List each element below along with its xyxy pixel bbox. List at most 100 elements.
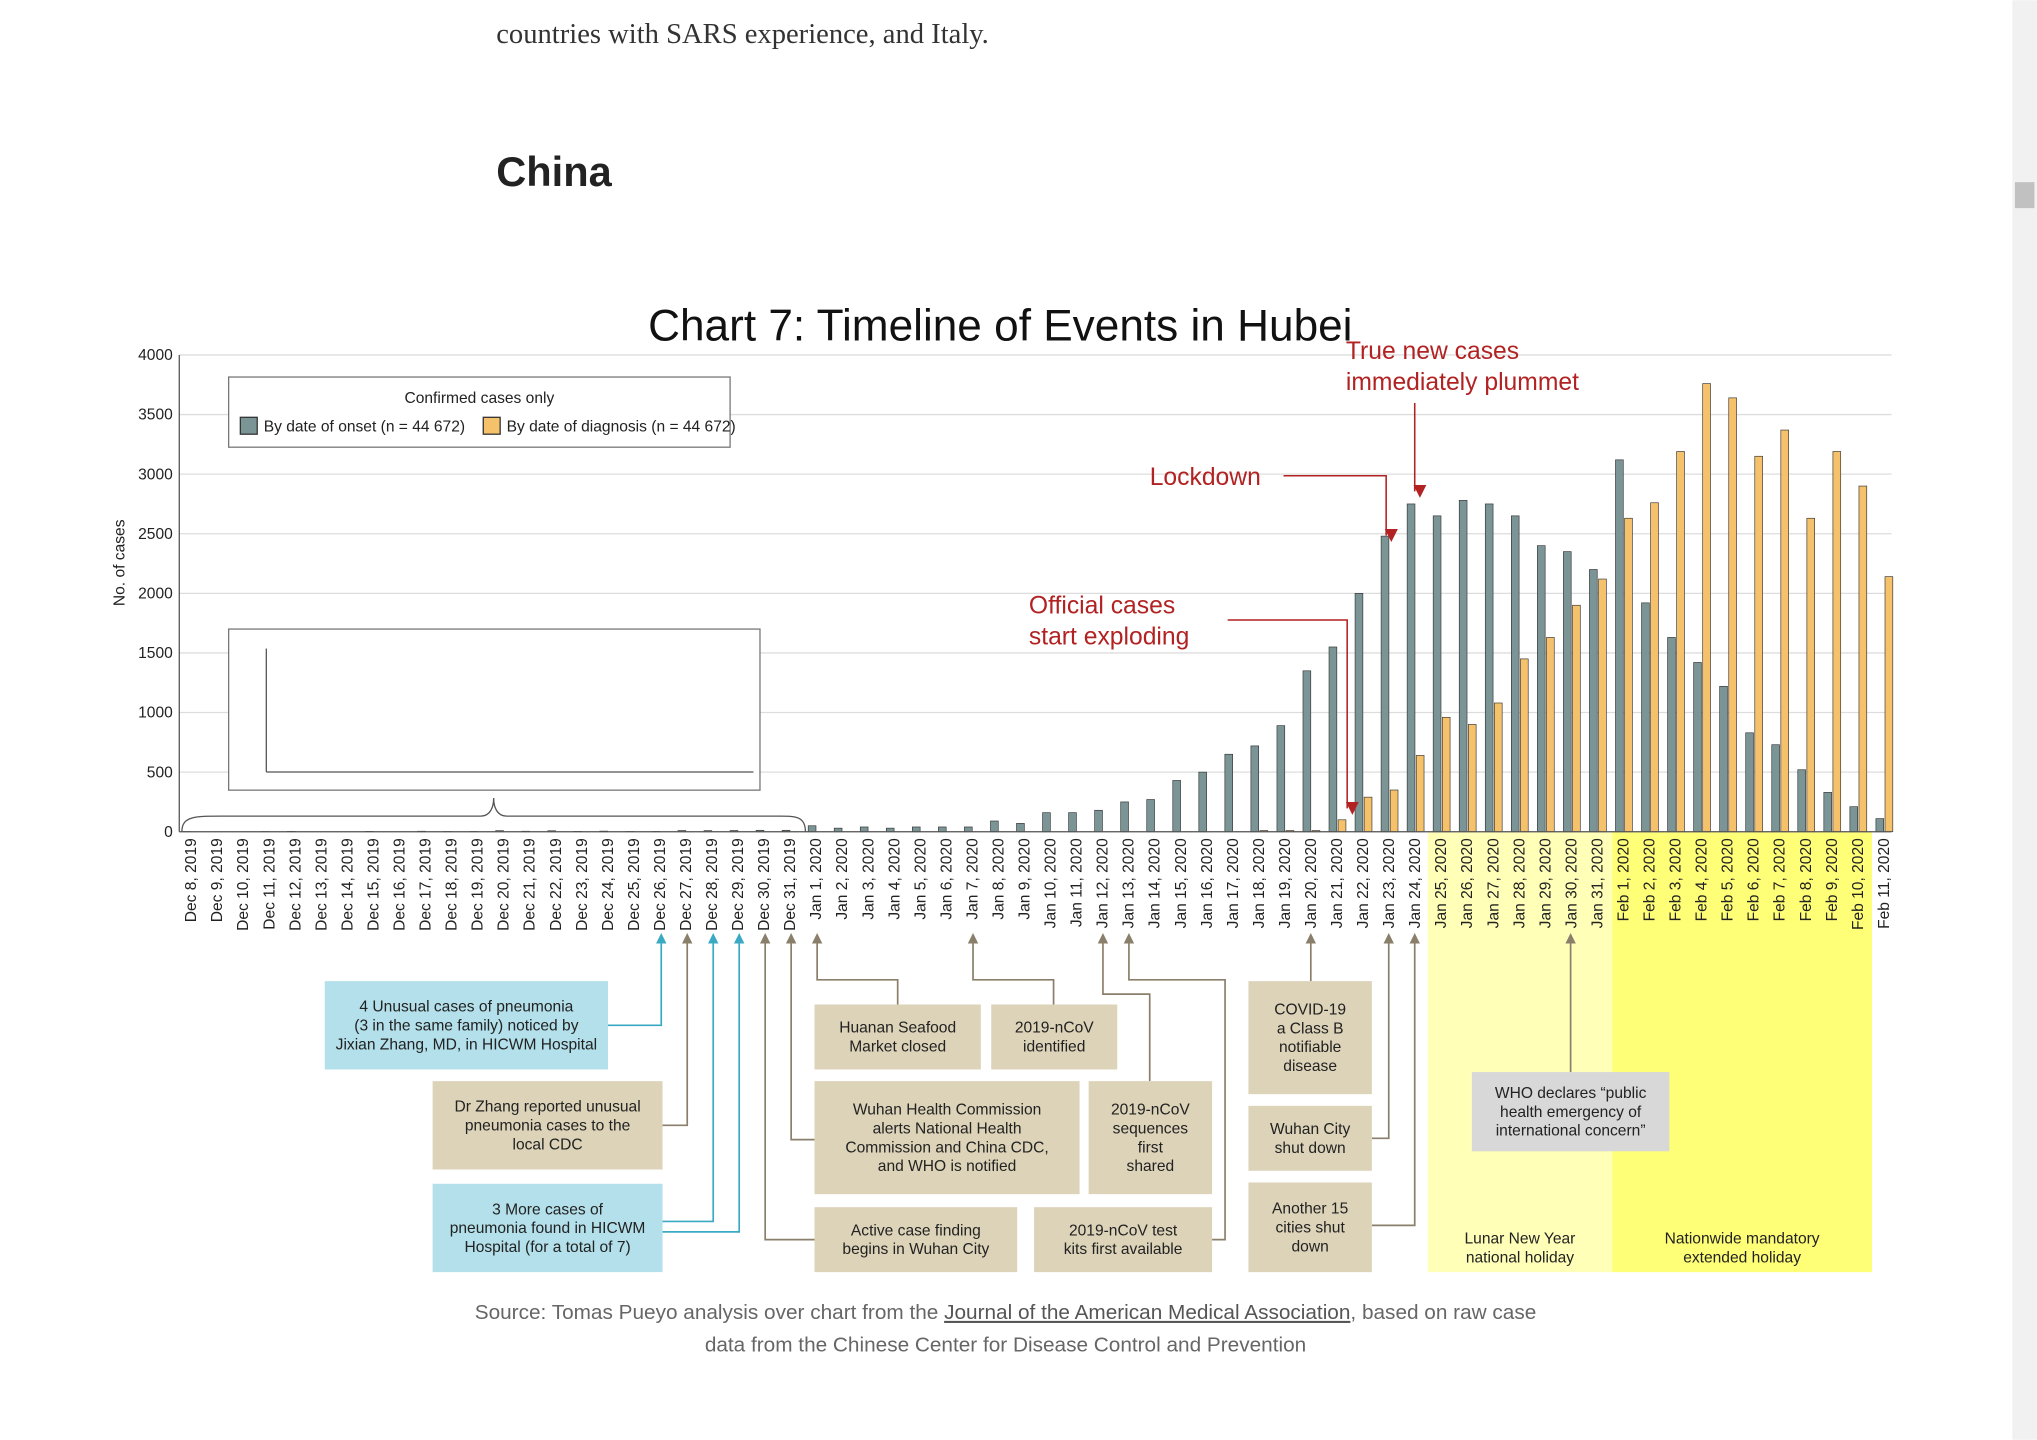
x-tick-label: Dec 8, 2019 — [183, 838, 200, 922]
bar — [1719, 685, 1728, 833]
x-tick-label: Dec 24, 2019 — [600, 838, 617, 931]
x-tick-label: Feb 1, 2020 — [1615, 838, 1632, 921]
y-tick-label: 1000 — [138, 705, 173, 722]
x-tick-label: Jan 14, 2020 — [1147, 838, 1164, 928]
event-text: Active case finding — [851, 1222, 981, 1239]
bar — [1728, 397, 1737, 833]
holiday-label: Nationwide mandatory — [1665, 1231, 1820, 1248]
bar — [1250, 745, 1260, 833]
bar — [938, 826, 947, 833]
x-tick-label: Jan 3, 2020 — [860, 838, 877, 920]
bar — [1354, 593, 1364, 833]
heading: China — [496, 148, 612, 195]
event-text: Another 15 — [1272, 1201, 1349, 1218]
bar — [859, 826, 869, 833]
x-tick-label: Jan 11, 2020 — [1069, 838, 1086, 927]
bar — [1806, 517, 1815, 833]
event-box — [432, 1183, 663, 1273]
x-tick-label: Jan 27, 2020 — [1485, 838, 1502, 928]
event-text: begins in Wuhan City — [842, 1241, 989, 1258]
x-tick-label: Jan 31, 2020 — [1589, 838, 1606, 928]
caption-text: Source: Tomas Pueyo analysis over chart … — [475, 1301, 944, 1324]
brace — [181, 797, 807, 832]
holiday-label: extended holiday — [1683, 1249, 1801, 1266]
x-tick-label: Dec 21, 2019 — [522, 838, 539, 931]
event-text: Hospital (for a total of 7) — [464, 1239, 630, 1256]
event-box — [1034, 1207, 1213, 1273]
bar — [1328, 646, 1338, 833]
caption-text: , based on raw case — [1350, 1301, 1536, 1324]
event-text: 4 Unusual cases of pneumonia — [359, 999, 573, 1016]
event-text: Commission and China CDC, — [845, 1139, 1048, 1156]
event-text: Wuhan City — [1270, 1121, 1350, 1138]
holiday-region — [1427, 831, 1613, 1273]
bar — [1415, 755, 1425, 833]
event-text: local CDC — [513, 1136, 583, 1153]
x-tick-label: Jan 28, 2020 — [1511, 838, 1528, 928]
x-tick-label: Jan 20, 2020 — [1303, 838, 1320, 928]
x-tick-label: Jan 21, 2020 — [1329, 838, 1346, 928]
event-text: and WHO is notified — [878, 1158, 1017, 1175]
chart-title: Chart 7: Timeline of Events in Hubei — [648, 302, 1352, 351]
event-text: identified — [1023, 1039, 1085, 1056]
bar — [1302, 670, 1312, 833]
y-tick-label: 4000 — [138, 347, 173, 364]
x-tick-label: Dec 19, 2019 — [470, 838, 487, 931]
event-text: disease — [1283, 1058, 1337, 1075]
x-tick-label: Jan 25, 2020 — [1433, 838, 1450, 928]
x-tick-label: Jan 24, 2020 — [1407, 838, 1424, 928]
event-text: Dr Zhang reported unusual — [454, 1099, 640, 1116]
bar — [912, 826, 921, 833]
bar — [1380, 535, 1390, 833]
x-tick-label: Feb 6, 2020 — [1746, 838, 1763, 921]
event-box — [1471, 1072, 1670, 1152]
event-text: Wuhan Health Commission — [853, 1102, 1041, 1119]
bar — [1537, 545, 1546, 833]
x-tick-label: Jan 8, 2020 — [990, 838, 1007, 920]
bar — [1042, 812, 1051, 833]
x-tick-label: Feb 9, 2020 — [1824, 838, 1841, 921]
bar — [1406, 503, 1416, 833]
bar — [1745, 732, 1754, 833]
bar — [1641, 602, 1650, 833]
event-text: 2019-nCoV test — [1069, 1222, 1178, 1239]
bar — [1389, 789, 1399, 833]
scrollbar-thumb[interactable] — [2014, 182, 2035, 209]
x-tick-label: Jan 6, 2020 — [938, 838, 955, 920]
x-tick-label: Dec 12, 2019 — [287, 838, 304, 931]
y-tick-label: 2500 — [138, 526, 173, 543]
bar — [807, 825, 817, 833]
x-tick-label: Feb 7, 2020 — [1772, 838, 1789, 921]
x-tick-label: Dec 26, 2019 — [652, 838, 669, 931]
y-tick-label: 1500 — [138, 645, 173, 662]
caption-link[interactable]: Journal of the American Medical Associat… — [944, 1301, 1350, 1324]
x-tick-label: Dec 13, 2019 — [313, 838, 330, 931]
bar — [1458, 500, 1468, 833]
x-tick-label: Feb 8, 2020 — [1798, 838, 1815, 921]
bar — [1494, 702, 1503, 833]
x-tick-label: Dec 14, 2019 — [339, 838, 356, 931]
event-text: 3 More cases of — [492, 1201, 603, 1218]
bar — [1224, 753, 1233, 833]
bar — [1832, 451, 1842, 833]
y-tick-label: 2000 — [138, 586, 173, 603]
event-text: alerts National Health — [873, 1120, 1022, 1137]
x-tick-label: Dec 31, 2019 — [782, 838, 799, 931]
bar — [1146, 799, 1155, 833]
x-tick-label: Jan 15, 2020 — [1173, 838, 1190, 928]
x-tick-label: Dec 30, 2019 — [756, 838, 773, 931]
event-text: shut down — [1275, 1140, 1346, 1157]
x-tick-label: Feb 3, 2020 — [1668, 838, 1685, 921]
bar — [1849, 806, 1858, 833]
legend-swatch — [482, 416, 501, 435]
source-caption: data from the Chinese Center for Disease… — [705, 1333, 1306, 1356]
x-tick-label: Jan 30, 2020 — [1563, 838, 1580, 928]
x-tick-label: Feb 5, 2020 — [1720, 838, 1737, 921]
event-box — [324, 981, 608, 1070]
x-tick-label: Dec 18, 2019 — [444, 838, 461, 931]
bar — [1276, 725, 1286, 833]
event-text: Market closed — [849, 1039, 946, 1056]
bar — [1441, 716, 1451, 833]
holiday-region — [1612, 831, 1873, 1273]
bar — [1589, 569, 1598, 833]
